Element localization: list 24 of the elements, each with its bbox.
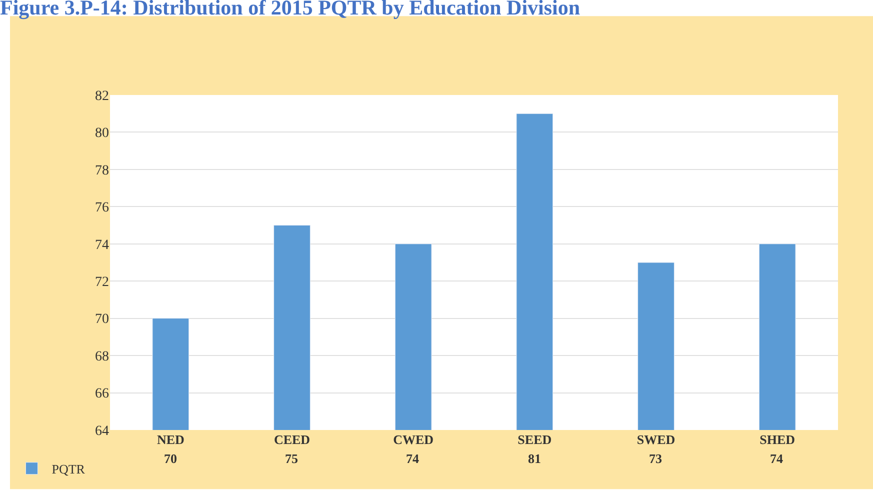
data-label: 70 — [164, 451, 177, 466]
y-tick-label: 72 — [95, 275, 109, 290]
y-tick-label: 76 — [95, 200, 109, 216]
chart-title: Figure 3.P-14: Distribution of 2015 PQTR by Education Division — [0, 0, 580, 20]
y-tick-label: 64 — [95, 424, 109, 439]
x-tick-label: CWED — [393, 432, 434, 447]
x-tick-label: SWED — [636, 432, 676, 447]
y-tick-label: 80 — [95, 126, 109, 142]
y-tick-label: 78 — [95, 163, 109, 178]
x-tick-label: SEED — [518, 432, 552, 447]
data-label: 73 — [649, 451, 662, 466]
y-tick-label: 66 — [95, 386, 109, 402]
x-tick-label: NED — [156, 432, 184, 447]
data-label: 81 — [528, 451, 541, 466]
data-label: 75 — [285, 451, 298, 466]
x-tick-label: SHED — [760, 432, 796, 447]
legend-label: PQTR — [52, 461, 86, 476]
y-tick-label: 74 — [95, 238, 109, 253]
y-tick-label: 68 — [95, 349, 109, 364]
data-label: 74 — [406, 451, 420, 466]
data-label: 74 — [770, 451, 784, 466]
y-tick-label: 70 — [95, 312, 109, 328]
y-tick-label: 82 — [95, 88, 109, 104]
x-tick-label: CEED — [274, 432, 310, 447]
